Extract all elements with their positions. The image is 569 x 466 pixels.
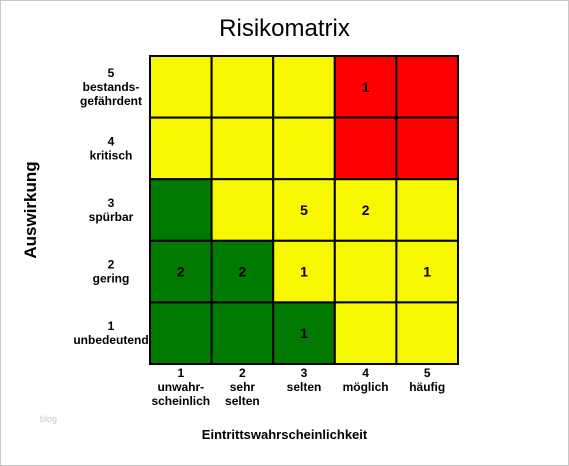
cell-value-label: 2 [239,264,247,280]
cell-value-label: 1 [423,264,431,280]
x-tick-label: 3 selten [287,366,322,394]
matrix-cell [272,178,336,242]
matrix-cell [210,116,275,181]
cell-value-label: 2 [177,264,185,280]
matrix-cell [333,116,398,181]
matrix-cell [395,239,459,304]
matrix-cell [210,178,275,242]
y-tick-label: 1 unbedeutend [73,319,148,347]
y-tick-label: 5 bestands-gefährdent [80,66,142,108]
y-tick-label: 3 spürbar [89,196,134,224]
matrix-cell [149,301,213,365]
cell-value-label: 1 [362,79,370,95]
matrix-cell [395,55,459,119]
matrix-cell [395,178,459,242]
matrix-cell [272,239,336,304]
cell-value-label: 1 [300,264,308,280]
matrix-cell [149,55,213,119]
x-axis-label: Eintrittswahrscheinlichkeit [201,427,368,442]
x-tick-label: 4 möglich [343,366,389,394]
matrix-cell [149,116,213,181]
matrix-cell [395,301,459,365]
y-tick-label: 2 gering [93,258,130,286]
matrix-cell [149,178,213,242]
matrix-cell [272,116,336,181]
x-tick-label: 2 sehr selten [225,366,260,408]
watermark: blog [40,414,58,424]
cell-value-label: 1 [300,325,308,341]
matrix-cell [272,55,336,119]
y-tick-label: 4 kritisch [90,134,133,162]
cell-value-label: 2 [362,202,370,218]
cell-value-label: 5 [300,202,308,218]
matrix-cell [210,55,275,119]
chart-title: Risikomatrix [219,15,350,42]
matrix-cell [333,301,398,365]
matrix-cell [272,301,336,365]
x-tick-label: 5 häufig [409,366,445,394]
matrix-cell [210,301,275,365]
x-tick-label: 1 unwahr-scheinlich [151,366,210,408]
matrix-cell [395,116,459,181]
matrix-cell [149,239,213,304]
matrix-cell [333,239,398,304]
